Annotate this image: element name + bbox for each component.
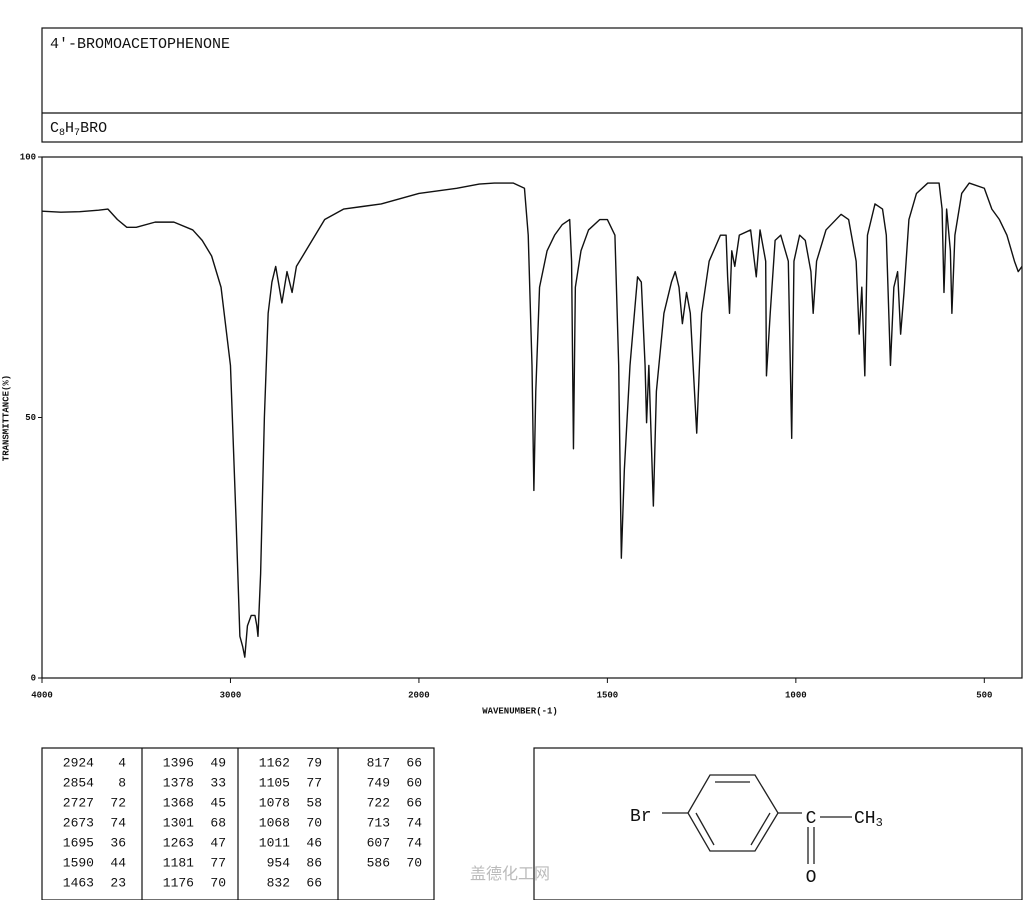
y-tick-label: 100 — [20, 152, 36, 162]
ring-double-bond — [750, 812, 771, 846]
peak-transmittance: 47 — [210, 835, 226, 850]
peak-wavenumber: 1263 — [163, 835, 194, 850]
plot-frame — [41, 156, 1023, 679]
peak-transmittance: 77 — [306, 775, 322, 790]
peak-wavenumber: 1162 — [259, 755, 290, 770]
x-axis-label: WAVENUMBER(-1) — [482, 706, 558, 716]
peak-wavenumber: 817 — [367, 755, 390, 770]
peak-transmittance: 60 — [406, 775, 422, 790]
formula: C8H7BRO — [50, 120, 107, 139]
x-tick-label: 4000 — [31, 690, 53, 700]
peak-transmittance: 66 — [306, 875, 322, 890]
peak-transmittance: 70 — [406, 855, 422, 870]
formula-subscript: 8 — [59, 128, 65, 139]
formula-part: H — [65, 120, 74, 137]
peak-wavenumber: 1463 — [63, 875, 94, 890]
structure-box — [533, 747, 1023, 900]
peak-transmittance: 44 — [110, 855, 126, 870]
y-tick-label: 50 — [25, 413, 36, 423]
x-tick-label: 1500 — [597, 690, 619, 700]
peak-transmittance: 66 — [406, 755, 422, 770]
y-axis-label: TRANSMITTANCE(%) — [1, 375, 11, 461]
peak-transmittance: 45 — [210, 795, 226, 810]
peak-wavenumber: 1396 — [163, 755, 194, 770]
peak-wavenumber: 1011 — [259, 835, 290, 850]
x-tick-label: 1000 — [785, 690, 807, 700]
peak-wavenumber: 2924 — [63, 755, 94, 770]
peak-transmittance: 72 — [110, 795, 126, 810]
atom-label: Br — [630, 807, 652, 827]
atom-label: CH3 — [854, 809, 883, 830]
peak-wavenumber: 607 — [367, 835, 390, 850]
peak-transmittance: 23 — [110, 875, 126, 890]
x-tick-label: 500 — [976, 690, 992, 700]
peak-wavenumber: 749 — [367, 775, 390, 790]
y-tick-label: 0 — [31, 673, 36, 683]
x-tick-label: 3000 — [220, 690, 242, 700]
peak-transmittance: 8 — [118, 775, 126, 790]
peak-transmittance: 66 — [406, 795, 422, 810]
peak-wavenumber: 1176 — [163, 875, 194, 890]
peak-wavenumber: 2854 — [63, 775, 94, 790]
peak-transmittance: 46 — [306, 835, 322, 850]
peak-transmittance: 74 — [406, 815, 422, 830]
peak-wavenumber: 586 — [367, 855, 390, 870]
peak-transmittance: 68 — [210, 815, 226, 830]
formula-part: BRO — [80, 120, 107, 137]
peak-wavenumber: 2673 — [63, 815, 94, 830]
spectrum-line — [41, 182, 1023, 658]
ring-double-bond — [695, 812, 715, 846]
peak-transmittance: 77 — [210, 855, 226, 870]
peak-transmittance: 79 — [306, 755, 322, 770]
peak-wavenumber: 713 — [367, 815, 390, 830]
peak-transmittance: 86 — [306, 855, 322, 870]
peak-wavenumber: 1181 — [163, 855, 194, 870]
peak-wavenumber: 722 — [367, 795, 390, 810]
peak-transmittance: 70 — [210, 875, 226, 890]
atom-part: CH — [854, 809, 876, 829]
peak-wavenumber: 1368 — [163, 795, 194, 810]
formula-part: C — [50, 120, 59, 137]
peak-wavenumber: 1378 — [163, 775, 194, 790]
peak-transmittance: 74 — [110, 815, 126, 830]
peak-transmittance: 74 — [406, 835, 422, 850]
watermark: 盖德化工网 — [470, 865, 550, 884]
peak-wavenumber: 1590 — [63, 855, 94, 870]
structure-drawing — [662, 774, 852, 864]
atom-label: O — [806, 868, 817, 888]
peak-transmittance: 4 — [118, 755, 126, 770]
x-tick-label: 2000 — [408, 690, 430, 700]
peak-wavenumber: 1695 — [63, 835, 94, 850]
compound-name: 4'-BROMOACETOPHENONE — [50, 36, 230, 53]
peak-wavenumber: 2727 — [63, 795, 94, 810]
atom-label: C — [806, 809, 817, 829]
peak-wavenumber: 1301 — [163, 815, 194, 830]
peak-wavenumber: 1078 — [259, 795, 290, 810]
header-box — [41, 27, 1023, 143]
peak-transmittance: 36 — [110, 835, 126, 850]
peak-transmittance: 58 — [306, 795, 322, 810]
formula-subscript: 7 — [74, 128, 80, 139]
peak-wavenumber: 954 — [267, 855, 291, 870]
peak-transmittance: 33 — [210, 775, 226, 790]
peak-wavenumber: 1105 — [259, 775, 290, 790]
peak-transmittance: 70 — [306, 815, 322, 830]
peak-wavenumber: 1068 — [259, 815, 290, 830]
peak-transmittance: 49 — [210, 755, 226, 770]
atom-subscript: 3 — [876, 816, 883, 830]
peak-wavenumber: 832 — [267, 875, 290, 890]
benzene-ring — [687, 774, 779, 852]
